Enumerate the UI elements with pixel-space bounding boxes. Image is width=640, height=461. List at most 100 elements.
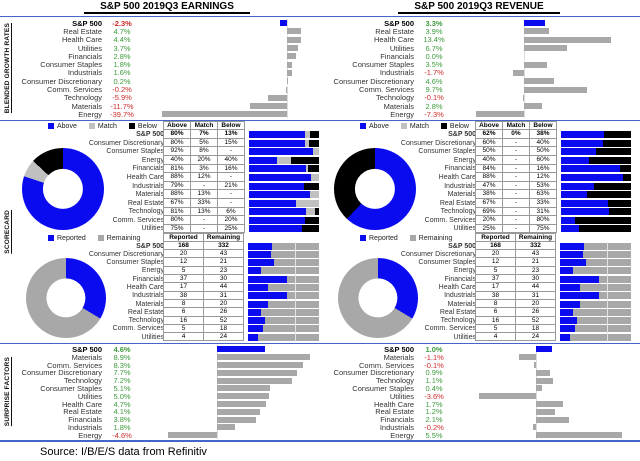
bar-segment [249,130,305,138]
bar-segment [305,208,315,216]
row-bar-area [248,241,319,251]
bar-segment [248,283,268,291]
bar-segment [309,191,319,199]
row-bar [523,28,550,35]
row-bar-area [248,332,319,342]
gridline [294,324,296,334]
bar-segment [270,250,319,258]
bar-segment [579,283,631,291]
bar-segment [582,250,631,258]
gridline [606,282,608,292]
row-bar-area [561,130,631,138]
table-cell: 4 [163,332,204,342]
chart-row: Materials 8.9% [14,353,320,362]
gridline [294,266,296,276]
row-value: 7.2% [113,376,131,386]
gridline [294,274,296,284]
bar-segment [249,173,311,181]
bar-segment [305,165,308,173]
row-label: Comm. Services [112,216,164,224]
row-bar-area [158,384,315,393]
bar-segment [619,165,631,173]
row-label: Financials [380,415,414,425]
row-value: 0.4% [425,383,443,393]
chart-row: Energy -39.7% [14,110,320,119]
bar-segment [576,317,631,325]
table-row: Real Estate 67% -33% [326,197,632,208]
legend-item: Reported [360,235,398,242]
chart-row: Consumer Staples 5.1% [14,384,320,393]
legend-swatch [128,123,135,130]
revenue-above-match-below-donut [334,147,416,230]
row-value: 5.0% [113,391,131,401]
bar-segment [273,259,319,267]
revenue-reported-table: Reported Remaining S&P 500 168 332 Consumer D… [326,232,632,342]
row-bar [286,45,299,52]
bar-segment [263,325,319,333]
row-bar [216,416,257,423]
row-bar [512,69,524,76]
bar-segment [249,216,305,224]
bar-segment [561,148,596,156]
row-bar-area [560,282,631,292]
zero-axis [286,102,288,111]
row-bar [535,416,569,423]
row-bar-area [470,68,627,77]
chart-row: S&P 500 4.6% [14,344,320,354]
row-bar-area [249,216,319,224]
row-label: Consumer Discretionary [88,250,164,258]
row-bar [216,346,265,353]
row-label: Health Care [61,35,102,45]
row-bar-area [470,361,627,370]
bar-segment [561,182,594,190]
table-row: Consumer Discretionary 80% 5% 15% [14,137,320,148]
row-value: -0.2% [112,85,132,95]
row-bar-area [470,19,627,28]
revenue-scorecard-panel: Above Match Below Above Match Below S&P 500 62… [326,120,632,342]
row-bar-area [561,191,631,199]
scorecard-section: SCORECARD Above Match Below Above Match Belo… [0,120,640,342]
earnings-title: S&P 500 2019Q3 EARNINGS [14,1,320,14]
row-label: Health Care [438,283,476,291]
row-bar-area [561,165,631,173]
row-bar [479,393,536,400]
legend-item: Match [400,123,429,130]
row-label: Industrials [67,422,102,432]
revenue-growth-chart: S&P 500 3.3% Real Estate 3.9% Health Care 13.… [326,18,632,119]
row-label: Consumer Staples [40,60,102,70]
earnings-reported-table: Reported Remaining S&P 500 168 332 Consumer D… [14,232,320,342]
gridline [606,316,608,326]
chart-row: Comm. Services 8.3% [14,361,320,370]
row-bar [535,346,552,353]
row-value: 4.6% [113,344,131,354]
table-row: Consumer Discretionary 20 43 [326,249,632,259]
row-bar [286,78,288,85]
row-label: Industrials [67,68,102,78]
chart-row: Utilities -3.6% [326,392,632,401]
row-value: 2.8% [425,101,443,111]
row-bar-area [470,415,627,424]
row-bar-area [560,316,631,326]
row-label: S&P 500 [384,18,414,28]
row-label: Real Estate [439,308,476,316]
row-label: Energy [390,430,414,440]
row-bar [535,401,563,408]
row-value: 9.7% [425,85,443,95]
row-bar-area [158,44,315,53]
titles-row: S&P 500 2019Q3 EARNINGS S&P 500 2019Q3 R… [0,0,640,15]
chart-row: Consumer Staples 3.5% [326,60,632,69]
row-value: -0.1% [424,93,444,103]
row-bar [168,432,217,439]
table-row: Financials 81% 3% 16% [14,163,320,174]
earnings-scorecard-panel: Above Match Below Above Match Below S&P 500 80… [14,120,320,342]
row-bar-area [470,110,627,119]
row-bar-area [248,324,319,334]
row-label: Technology [376,376,414,386]
table-cell: 24 [515,332,556,342]
chart-row: Consumer Discretionary 0.2% [14,77,320,86]
bar-segment [305,216,319,224]
row-label: Utilities [141,225,164,233]
chart-row: Comm. Services -0.1% [326,361,632,370]
row-bar-area [249,182,319,190]
bar-segment [248,308,262,316]
